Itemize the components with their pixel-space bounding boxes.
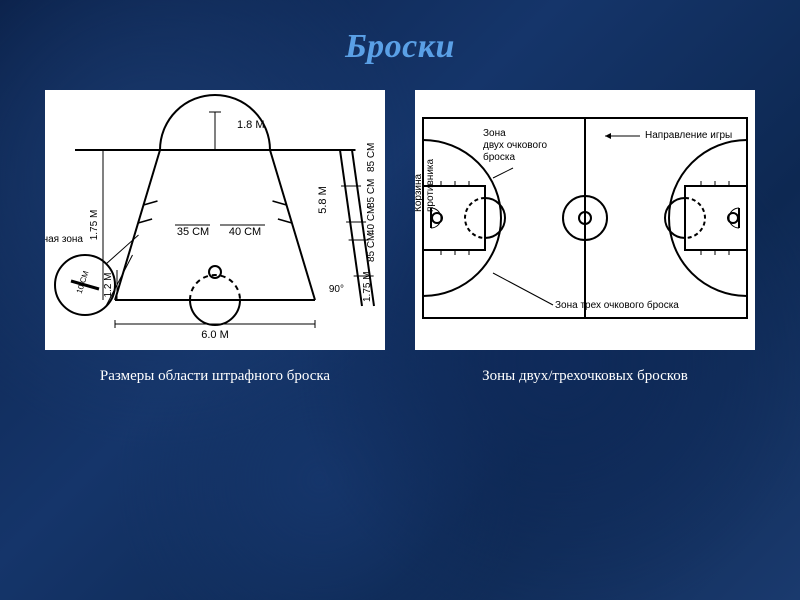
svg-text:1.8 М: 1.8 М xyxy=(237,119,265,131)
court-zones-diagram: Зонадвух очковогоброскаНаправление игрыК… xyxy=(415,90,755,345)
svg-text:1.75 М: 1.75 М xyxy=(362,271,373,302)
free-throw-diagram: 1.8 М35 СМ40 СМ85 СМ85 СМ40 СМ85 СМ5.8 М… xyxy=(45,90,385,345)
left-caption: Размеры области штрафного броска xyxy=(45,368,385,385)
right-diagram-panel: Зонадвух очковогоброскаНаправление игрыК… xyxy=(415,90,755,350)
svg-text:85 СМ: 85 СМ xyxy=(366,233,377,262)
svg-text:40 СМ: 40 СМ xyxy=(229,226,261,238)
svg-text:5.8 М: 5.8 М xyxy=(317,186,329,214)
svg-text:40 СМ: 40 СМ xyxy=(366,206,377,235)
svg-text:85 СМ: 85 СМ xyxy=(366,143,377,172)
svg-text:1.2 М: 1.2 М xyxy=(103,272,114,297)
right-caption: Зоны двух/трехочковых бросков xyxy=(415,368,755,385)
svg-text:90°: 90° xyxy=(329,284,344,295)
svg-text:Зона трех очкового броска: Зона трех очкового броска xyxy=(555,299,679,311)
left-diagram-panel: 1.8 М35 СМ40 СМ85 СМ85 СМ40 СМ85 СМ5.8 М… xyxy=(45,90,385,350)
svg-text:35 СМ: 35 СМ xyxy=(177,226,209,238)
svg-text:1.75 М: 1.75 М xyxy=(89,210,100,241)
svg-text:6.0 М: 6.0 М xyxy=(201,329,229,341)
page-title: Броски xyxy=(0,28,800,66)
svg-text:85 СМ: 85 СМ xyxy=(366,179,377,208)
svg-text:Направление игры: Направление игры xyxy=(645,130,732,141)
svg-text:Нейтральная зона: Нейтральная зона xyxy=(45,234,83,245)
